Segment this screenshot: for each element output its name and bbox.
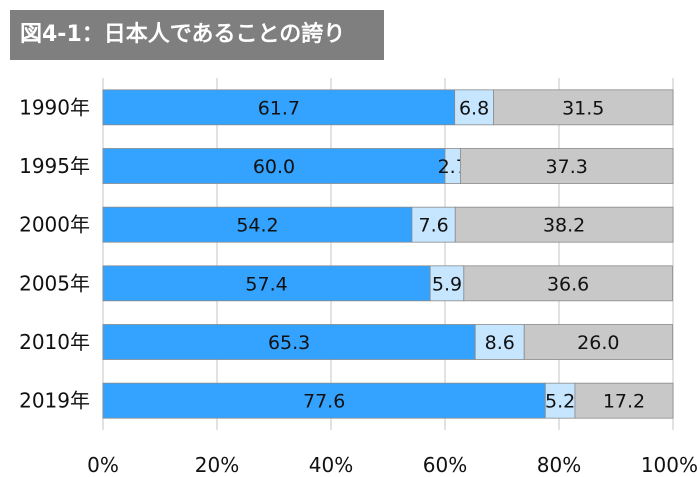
data-label: 57.4 [245, 273, 287, 295]
chart-title: 図4-1：日本人であることの誇り [20, 22, 346, 47]
data-label: 31.5 [562, 97, 604, 119]
bar-segment [574, 382, 674, 419]
data-label: 26.0 [577, 332, 619, 354]
data-label: 7.6 [418, 215, 448, 237]
bar-segment [411, 206, 456, 243]
x-tick-label: 20% [195, 453, 239, 477]
data-label: 77.6 [303, 391, 345, 413]
x-tick-label: 40% [309, 453, 353, 477]
bar-segment [102, 206, 413, 243]
bar-segment [493, 89, 674, 126]
bar-segment [102, 324, 476, 360]
data-label: 38.2 [543, 215, 585, 237]
category-label: 2005年 [19, 271, 90, 295]
bar-segment [544, 382, 576, 419]
category-label: 2000年 [19, 213, 90, 237]
data-label: 5.2 [545, 391, 575, 413]
data-label: 60.0 [253, 156, 295, 178]
data-label: 36.6 [547, 273, 589, 295]
category-label: 1990年 [19, 95, 90, 119]
bar-segment [102, 148, 446, 184]
data-label: 65.3 [268, 332, 310, 354]
bar-segment [463, 265, 673, 302]
data-label: 37.3 [546, 156, 588, 178]
bar-segment [429, 265, 465, 302]
bar-segment [102, 382, 546, 419]
data-label: 5.9 [432, 273, 462, 295]
x-tick-label: 0% [87, 453, 119, 477]
bar-segment [102, 89, 456, 126]
bar-segment [474, 324, 525, 360]
bar-segment [523, 324, 673, 360]
bar-segment [454, 206, 674, 243]
category-label: 2019年 [19, 389, 90, 413]
data-label: 54.2 [236, 215, 278, 237]
bar-segment [459, 148, 674, 184]
bar-segment [454, 89, 494, 126]
data-label: 6.8 [459, 97, 489, 119]
data-label: 8.6 [485, 332, 515, 354]
x-tick-label: 80% [537, 453, 581, 477]
data-label: 17.2 [603, 391, 645, 413]
chart-title-bar: 図4-1：日本人であることの誇り [10, 10, 384, 60]
bar-segment [102, 265, 431, 302]
category-label: 2010年 [19, 330, 90, 354]
x-tick-label: 100% [641, 453, 698, 477]
x-tick-label: 60% [423, 453, 467, 477]
category-label: 1995年 [19, 154, 90, 178]
data-label: 61.7 [258, 97, 300, 119]
